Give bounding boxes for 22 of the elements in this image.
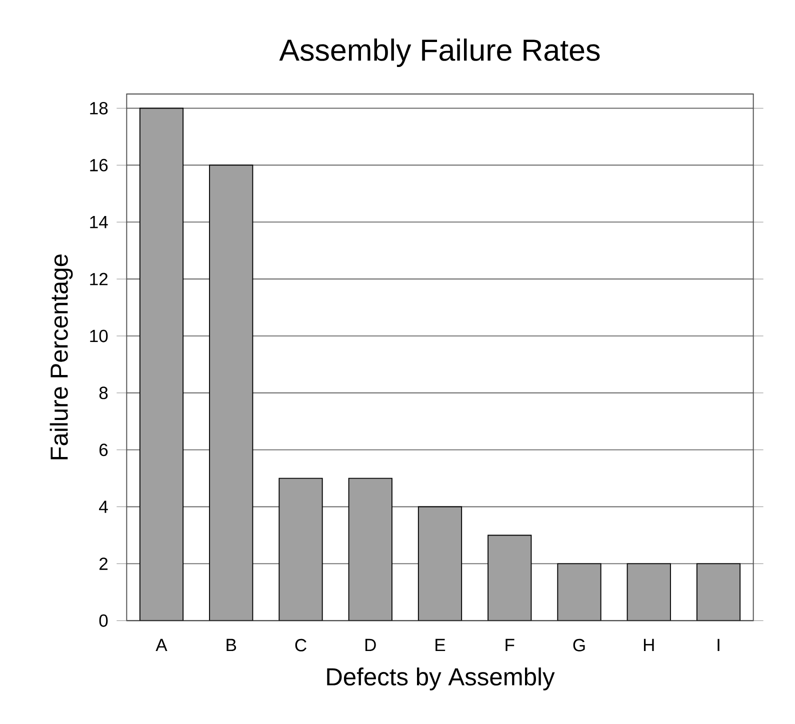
x-tick-label: E <box>436 638 446 652</box>
y-tick-label: 6 <box>100 444 108 456</box>
y-tick-label: 0 <box>99 614 108 627</box>
y-tick-label: 10 <box>90 330 108 342</box>
x-tick-label: A <box>156 638 168 652</box>
y-tick-label: 12 <box>90 272 108 286</box>
y-tick-label: 18 <box>90 102 108 114</box>
y-axis-title: Failure Percentage <box>50 254 73 460</box>
y-tick-label: 2 <box>100 558 108 570</box>
y-tick-label: 4 <box>99 500 108 513</box>
x-tick-label: D <box>365 638 376 652</box>
y-tick-label: 14 <box>90 216 108 228</box>
x-axis-title: Defects by Assembly <box>327 667 555 690</box>
x-tick-label: C <box>295 638 306 652</box>
chart-title: Assembly Failure Rates <box>279 38 600 67</box>
x-tick-label: I <box>718 638 720 652</box>
y-tick-label: 8 <box>99 386 108 400</box>
y-tick-label: 16 <box>90 158 108 172</box>
x-tick-label: G <box>573 638 585 652</box>
x-tick-label: F <box>506 638 514 652</box>
x-tick-label: B <box>226 638 236 652</box>
x-tick-label: H <box>644 638 654 652</box>
